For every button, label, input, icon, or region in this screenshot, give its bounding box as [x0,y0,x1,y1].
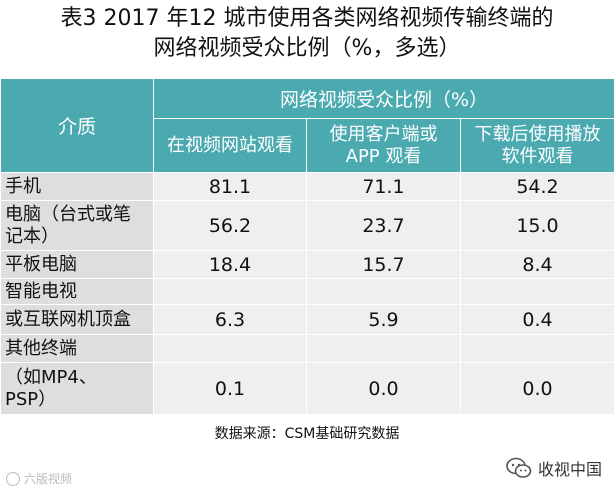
page-title: 表3 2017 年12 城市使用各类网络视频传输终端的 网络视频受众比例（%，多… [0,4,614,64]
watermark-right: 收视中国 [506,456,602,480]
table-cell: 54.2 [460,172,614,201]
column-header-line: 在视频网站观看 [167,134,293,156]
title-line-2: 网络视频受众比例（%，多选） [153,36,461,61]
row-label: 平板电脑 [0,250,154,279]
table-cell: 0.4 [460,304,614,335]
table-cell [153,334,307,363]
table-cell: 5.9 [306,304,461,335]
table-row: 其他终端 [0,334,614,363]
row-label-line: 手机 [5,175,41,197]
column-header-download: 下载后使用播放 软件观看 [460,118,614,173]
row-label-line: 其他终端 [5,337,77,359]
row-label: 或互联网机顶盒 [0,304,154,335]
table-cell: 15.0 [460,200,614,251]
header-row-columns: 在视频网站观看 使用客户端或 APP 观看 下载后使用播放 软件观看 [1,118,614,173]
row-label-line: 记本） [5,225,59,247]
column-header-line: APP 观看 [345,145,422,167]
data-table: 介质 网络视频受众比例（%） 在视频网站观看 使用客户端或 APP 观看 下载后… [0,78,614,415]
title-line-1: 表3 2017 年12 城市使用各类网络视频传输终端的 [60,6,554,31]
corner-header: 介质 [0,78,154,173]
column-header-line: 使用客户端或 [329,123,438,145]
wechat-icon [506,457,532,478]
row-label: 智能电视 [0,278,154,305]
row-label-line: 或互联网机顶盒 [5,308,131,330]
table-cell: 0.0 [306,362,461,415]
table-cell: 6.3 [153,304,307,335]
table-row: （如MP4、 PSP） 0.1 0.0 0.0 [0,362,614,415]
table-cell: 15.7 [306,250,461,279]
watermark-logo-icon [6,471,20,486]
row-label: 手机 [0,172,154,201]
column-header-line: 软件观看 [501,145,574,167]
watermark-left-text: 六版视频 [24,472,73,486]
row-label: 电脑（台式或笔 记本） [0,200,154,251]
group-header: 网络视频受众比例（%） [153,78,614,119]
row-label: 其他终端 [0,334,154,363]
table-cell: 18.4 [153,250,307,279]
table-cell: 81.1 [153,172,307,201]
table-cell: 23.7 [306,200,461,251]
table-cell: 0.0 [460,362,614,415]
row-label-line: 平板电脑 [5,253,77,275]
table-cell [153,278,307,305]
column-header-client-app: 使用客户端或 APP 观看 [306,118,461,173]
row-label-line: 电脑（台式或笔 [5,203,131,225]
table-cell: 8.4 [460,250,614,279]
table-cell [460,334,614,363]
table-row: 平板电脑 18.4 15.7 8.4 [0,250,614,279]
row-label-line: PSP） [5,388,57,410]
table-row: 或互联网机顶盒 6.3 5.9 0.4 [0,304,614,335]
table-cell [306,278,461,305]
row-label-line: （如MP4、 [5,366,97,388]
row-label: （如MP4、 PSP） [0,362,154,415]
table-cell: 0.1 [153,362,307,415]
table-row: 智能电视 [0,278,614,305]
table-cell: 71.1 [306,172,461,201]
column-header-website: 在视频网站观看 [153,118,307,173]
table-cell: 56.2 [153,200,307,251]
watermark-right-text: 收视中国 [537,460,602,479]
table-cell [460,278,614,305]
source-note: 数据来源：CSM基础研究数据 [214,426,400,442]
column-header-line: 下载后使用播放 [474,123,601,145]
table-row: 电脑（台式或笔 记本） 56.2 23.7 15.0 [0,200,614,251]
table-cell [306,334,461,363]
row-label-line: 智能电视 [5,280,77,302]
watermark-left: 六版视频 [6,470,72,487]
table-row: 手机 81.1 71.1 54.2 [0,172,614,201]
header-row-group: 介质 网络视频受众比例（%） [0,78,614,173]
